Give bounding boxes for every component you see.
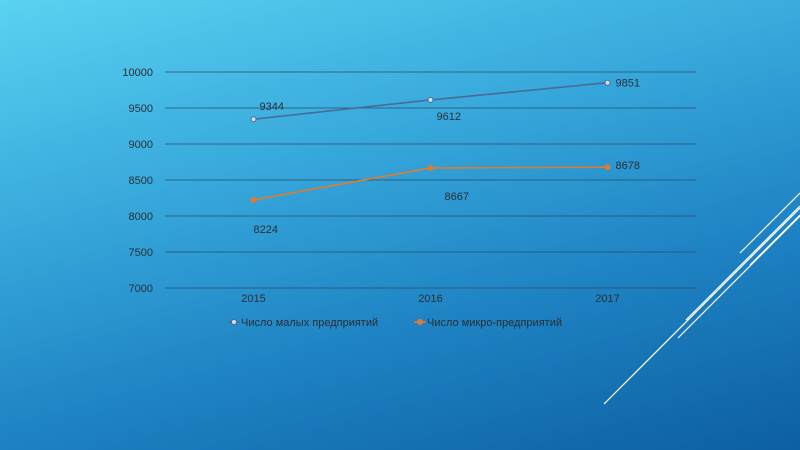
decor-line-5 (603, 207, 800, 405)
legend: Число малых предприятий Число микро-пред… (228, 317, 562, 329)
legend-marker-small-enterprises (231, 319, 237, 325)
y-tick-label: 10000 (122, 67, 153, 79)
data-label: 9612 (437, 111, 461, 123)
y-tick-label: 8500 (129, 175, 153, 187)
decor-line-3 (685, 205, 800, 321)
legend-label-micro-enterprises: Число микро-предприятий (427, 317, 562, 329)
legend-label-small-enterprises: Число малых предприятий (241, 317, 378, 329)
x-tick-label: 2015 (241, 293, 265, 305)
y-tick-label: 7000 (129, 283, 153, 295)
data-point (250, 116, 257, 123)
data-point (604, 164, 611, 171)
legend-item-micro-enterprises: Число микро-предприятий (414, 317, 562, 329)
y-tick-label: 9500 (129, 103, 153, 115)
data-label: 9851 (616, 78, 640, 90)
y-axis-ticks: 7000 7500 8000 8500 9000 9500 10000 (122, 67, 153, 295)
x-tick-label: 2017 (595, 293, 619, 305)
y-tick-label: 9000 (129, 139, 153, 151)
data-label: 8667 (445, 191, 469, 203)
decor-line-1 (739, 192, 800, 254)
decor-line-2 (749, 214, 800, 266)
series-line-1 (253, 166, 608, 201)
data-point (604, 79, 611, 86)
data-label: 8224 (254, 224, 278, 236)
legend-item-small-enterprises: Число малых предприятий (228, 317, 378, 329)
data-point (427, 164, 434, 171)
decorative-stripes (603, 192, 800, 405)
legend-marker-micro-enterprises (417, 319, 423, 325)
x-axis-ticks: 2015 2016 2017 (241, 293, 619, 305)
chart-series (250, 79, 611, 203)
x-tick-label: 2016 (418, 293, 442, 305)
data-label: 8678 (616, 160, 640, 172)
data-labels: 9344 9612 9851 8224 8667 8678 (254, 78, 640, 236)
chart-gridlines (165, 71, 696, 289)
data-point (250, 196, 257, 203)
data-point (427, 96, 434, 103)
decor-line-4 (677, 215, 800, 339)
data-label: 9344 (260, 101, 284, 113)
y-tick-label: 7500 (129, 247, 153, 259)
y-tick-label: 8000 (129, 211, 153, 223)
